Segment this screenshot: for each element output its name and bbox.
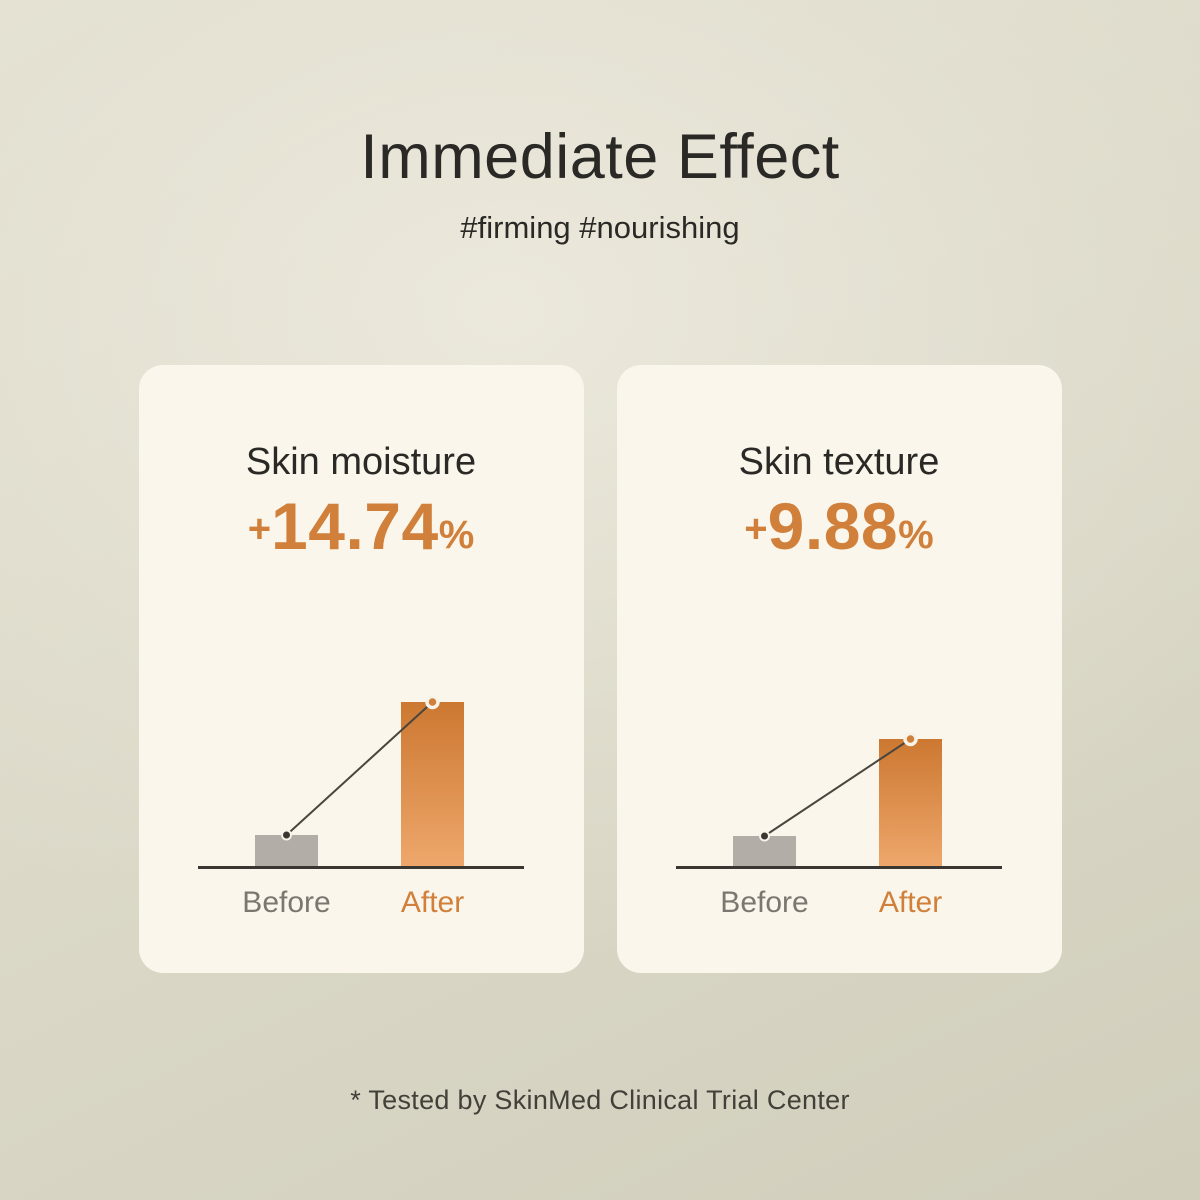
footer: * Tested by SkinMed Clinical Trial Cente… (0, 1085, 1200, 1116)
metric-value: +9.88% (617, 493, 1062, 576)
plus-sign: + (744, 507, 768, 552)
after-dot (903, 731, 918, 747)
plus-sign: + (247, 507, 272, 552)
metric-value: +14.74% (139, 493, 584, 576)
before-dot (281, 829, 292, 841)
after-dot (425, 694, 440, 710)
card-skin-texture: Skin texture +9.88% Before After (616, 365, 1062, 974)
metric-title: Skin moisture (245, 441, 477, 484)
chart-axis-labels: Before After (198, 888, 524, 918)
header: Immediate Effect #firming #nourishing (0, 0, 1200, 246)
before-dot (759, 830, 770, 842)
value-number: 9.88 (767, 489, 899, 564)
trend-connector-line (763, 738, 912, 837)
after-bar (401, 702, 464, 867)
percent-sign: % (438, 513, 475, 558)
metric-title: Skin texture (738, 441, 940, 484)
trend-connector-line (285, 701, 434, 836)
hashtags-subtitle: #firming #nourishing (460, 210, 740, 246)
page-title: Immediate Effect (360, 122, 840, 192)
after-label: After (400, 886, 465, 920)
before-label: Before (242, 886, 331, 920)
after-label: After (878, 886, 943, 920)
before-after-chart: Before After (676, 686, 1002, 918)
bar-chart-svg (676, 731, 1002, 870)
footnote: * Tested by SkinMed Clinical Trial Cente… (350, 1085, 850, 1116)
after-bar (879, 739, 942, 867)
percent-sign: % (898, 513, 934, 558)
before-after-chart: Before After (198, 686, 524, 918)
chart-axis-labels: Before After (676, 888, 1002, 918)
before-label: Before (720, 886, 809, 920)
card-skin-moisture: Skin moisture +14.74% Before After (138, 365, 584, 974)
cards-row: Skin moisture +14.74% Before After Skin … (0, 365, 1200, 974)
bar-chart-svg (198, 694, 524, 870)
value-number: 14.74 (271, 489, 439, 564)
